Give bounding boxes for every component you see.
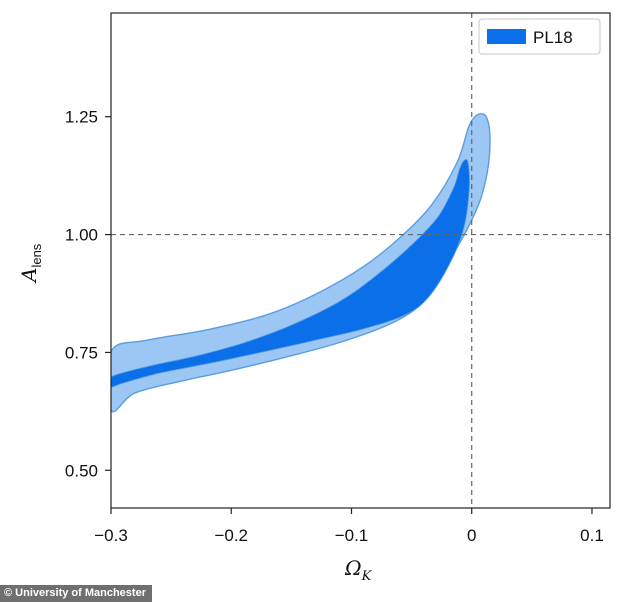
x-tick-label: 0 bbox=[467, 526, 476, 545]
legend-box bbox=[478, 18, 601, 55]
legend-label: PL18 bbox=[533, 28, 573, 47]
x-tick-label: −0.3 bbox=[94, 526, 128, 545]
y-tick-label: 0.50 bbox=[65, 461, 98, 480]
copyright-watermark: © University of Manchester bbox=[0, 585, 152, 602]
x-axis: −0.3 −0.2 −0.1 0 0.1 bbox=[94, 508, 604, 545]
x-axis-label: ΩK bbox=[344, 556, 373, 584]
y-axis: 0.50 0.75 1.00 1.25 bbox=[65, 108, 111, 480]
outer-contour-region bbox=[111, 113, 491, 413]
legend-swatch bbox=[487, 29, 526, 44]
y-tick-label: 0.75 bbox=[65, 343, 98, 362]
x-tick-label: 0.1 bbox=[580, 526, 604, 545]
legend: PL18 bbox=[478, 18, 601, 55]
x-tick-label: −0.1 bbox=[335, 526, 369, 545]
x-tick-label: −0.2 bbox=[214, 526, 248, 545]
inner-contour-region bbox=[111, 158, 470, 388]
y-tick-label: 1.00 bbox=[65, 226, 98, 245]
plot-frame bbox=[110, 12, 611, 509]
y-axis-label: Alens bbox=[17, 243, 44, 284]
y-tick-label: 1.25 bbox=[65, 108, 98, 127]
